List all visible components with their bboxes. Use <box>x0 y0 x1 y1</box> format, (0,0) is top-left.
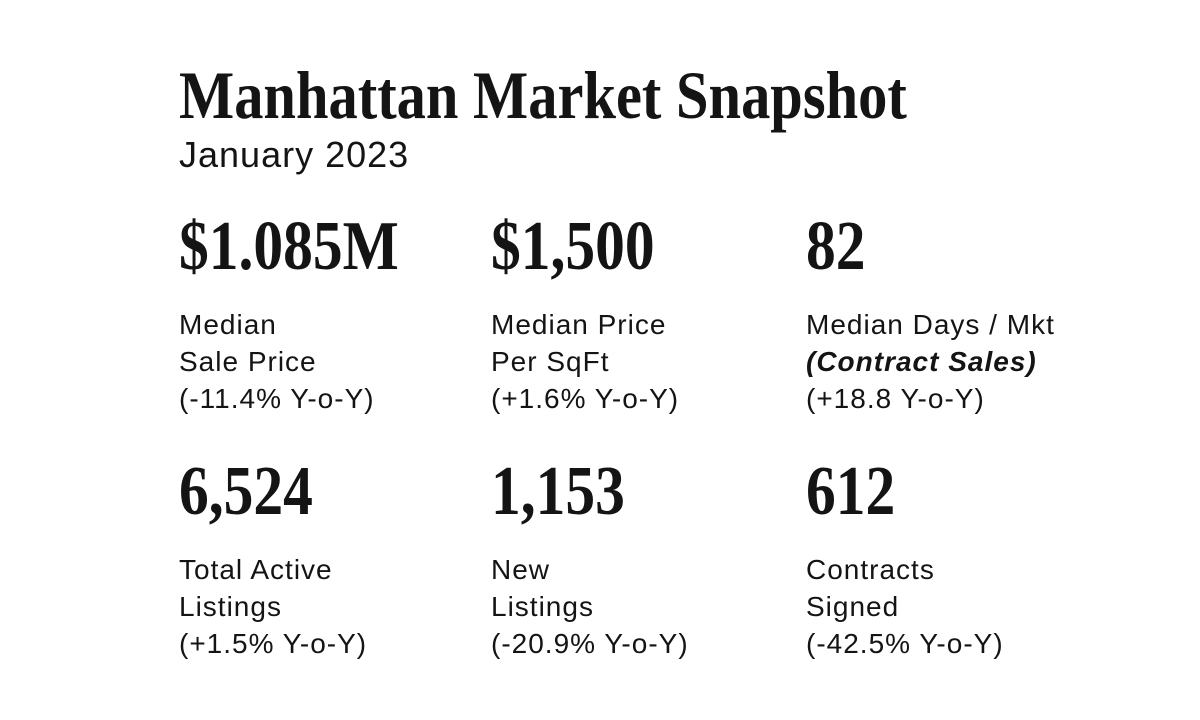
stat-label-line-1: New <box>491 554 551 585</box>
report-period: January 2023 <box>179 133 410 175</box>
page-title: Manhattan Market Snapshot <box>179 57 907 133</box>
stat-label-line-1: Median Days / Mkt <box>806 309 1055 340</box>
stat-label-line-1: Contracts <box>806 554 935 585</box>
stat-total-active-listings: 6,524 Total Active Listings (+1.5% Y-o-Y… <box>179 457 491 662</box>
stats-grid: $1.085M Median Sale Price (-11.4% Y-o-Y)… <box>179 212 1126 662</box>
stat-yoy-change: (-42.5% Y-o-Y) <box>806 628 1004 659</box>
stat-label-line-2: Listings <box>179 591 282 622</box>
stat-value: 1,153 <box>491 453 625 530</box>
stat-new-listings: 1,153 New Listings (-20.9% Y-o-Y) <box>491 457 806 662</box>
stat-value: 612 <box>806 453 896 530</box>
stat-label: Median Days / Mkt (Contract Sales) (+18.… <box>806 306 1126 417</box>
stat-yoy-change: (+1.6% Y-o-Y) <box>491 383 680 414</box>
stat-label-line-2: Sale Price <box>179 346 317 377</box>
stat-value: $1.085M <box>179 208 399 285</box>
stat-label-line-2: Signed <box>806 591 900 622</box>
stat-median-price-per-sqft: $1,500 Median Price Per SqFt (+1.6% Y-o-… <box>491 212 806 417</box>
stat-contracts-signed: 612 Contracts Signed (-42.5% Y-o-Y) <box>806 457 1126 662</box>
stat-label-line-2: Listings <box>491 591 594 622</box>
stat-label-line-1: Median <box>179 309 277 340</box>
stat-label-line-1: Total Active <box>179 554 333 585</box>
stat-label: Median Price Per SqFt (+1.6% Y-o-Y) <box>491 306 806 417</box>
stat-label: Contracts Signed (-42.5% Y-o-Y) <box>806 551 1126 662</box>
stat-label: Total Active Listings (+1.5% Y-o-Y) <box>179 551 491 662</box>
stat-value: $1,500 <box>491 208 655 285</box>
stat-yoy-change: (+1.5% Y-o-Y) <box>179 628 368 659</box>
stat-yoy-change: (-11.4% Y-o-Y) <box>179 383 375 414</box>
stat-median-days-on-market: 82 Median Days / Mkt (Contract Sales) (+… <box>806 212 1126 417</box>
stat-value: 82 <box>806 208 866 285</box>
stat-label-line-1: Median Price <box>491 309 667 340</box>
stat-note: (Contract Sales) <box>806 346 1037 377</box>
stat-yoy-change: (-20.9% Y-o-Y) <box>491 628 689 659</box>
stat-label: New Listings (-20.9% Y-o-Y) <box>491 551 806 662</box>
stat-label-line-2: Per SqFt <box>491 346 610 377</box>
stat-median-sale-price: $1.085M Median Sale Price (-11.4% Y-o-Y) <box>179 212 491 417</box>
header: Manhattan Market Snapshot January 2023 <box>179 58 1025 176</box>
stat-yoy-change: (+18.8 Y-o-Y) <box>806 383 985 414</box>
stat-label: Median Sale Price (-11.4% Y-o-Y) <box>179 306 491 417</box>
stat-value: 6,524 <box>179 453 313 530</box>
